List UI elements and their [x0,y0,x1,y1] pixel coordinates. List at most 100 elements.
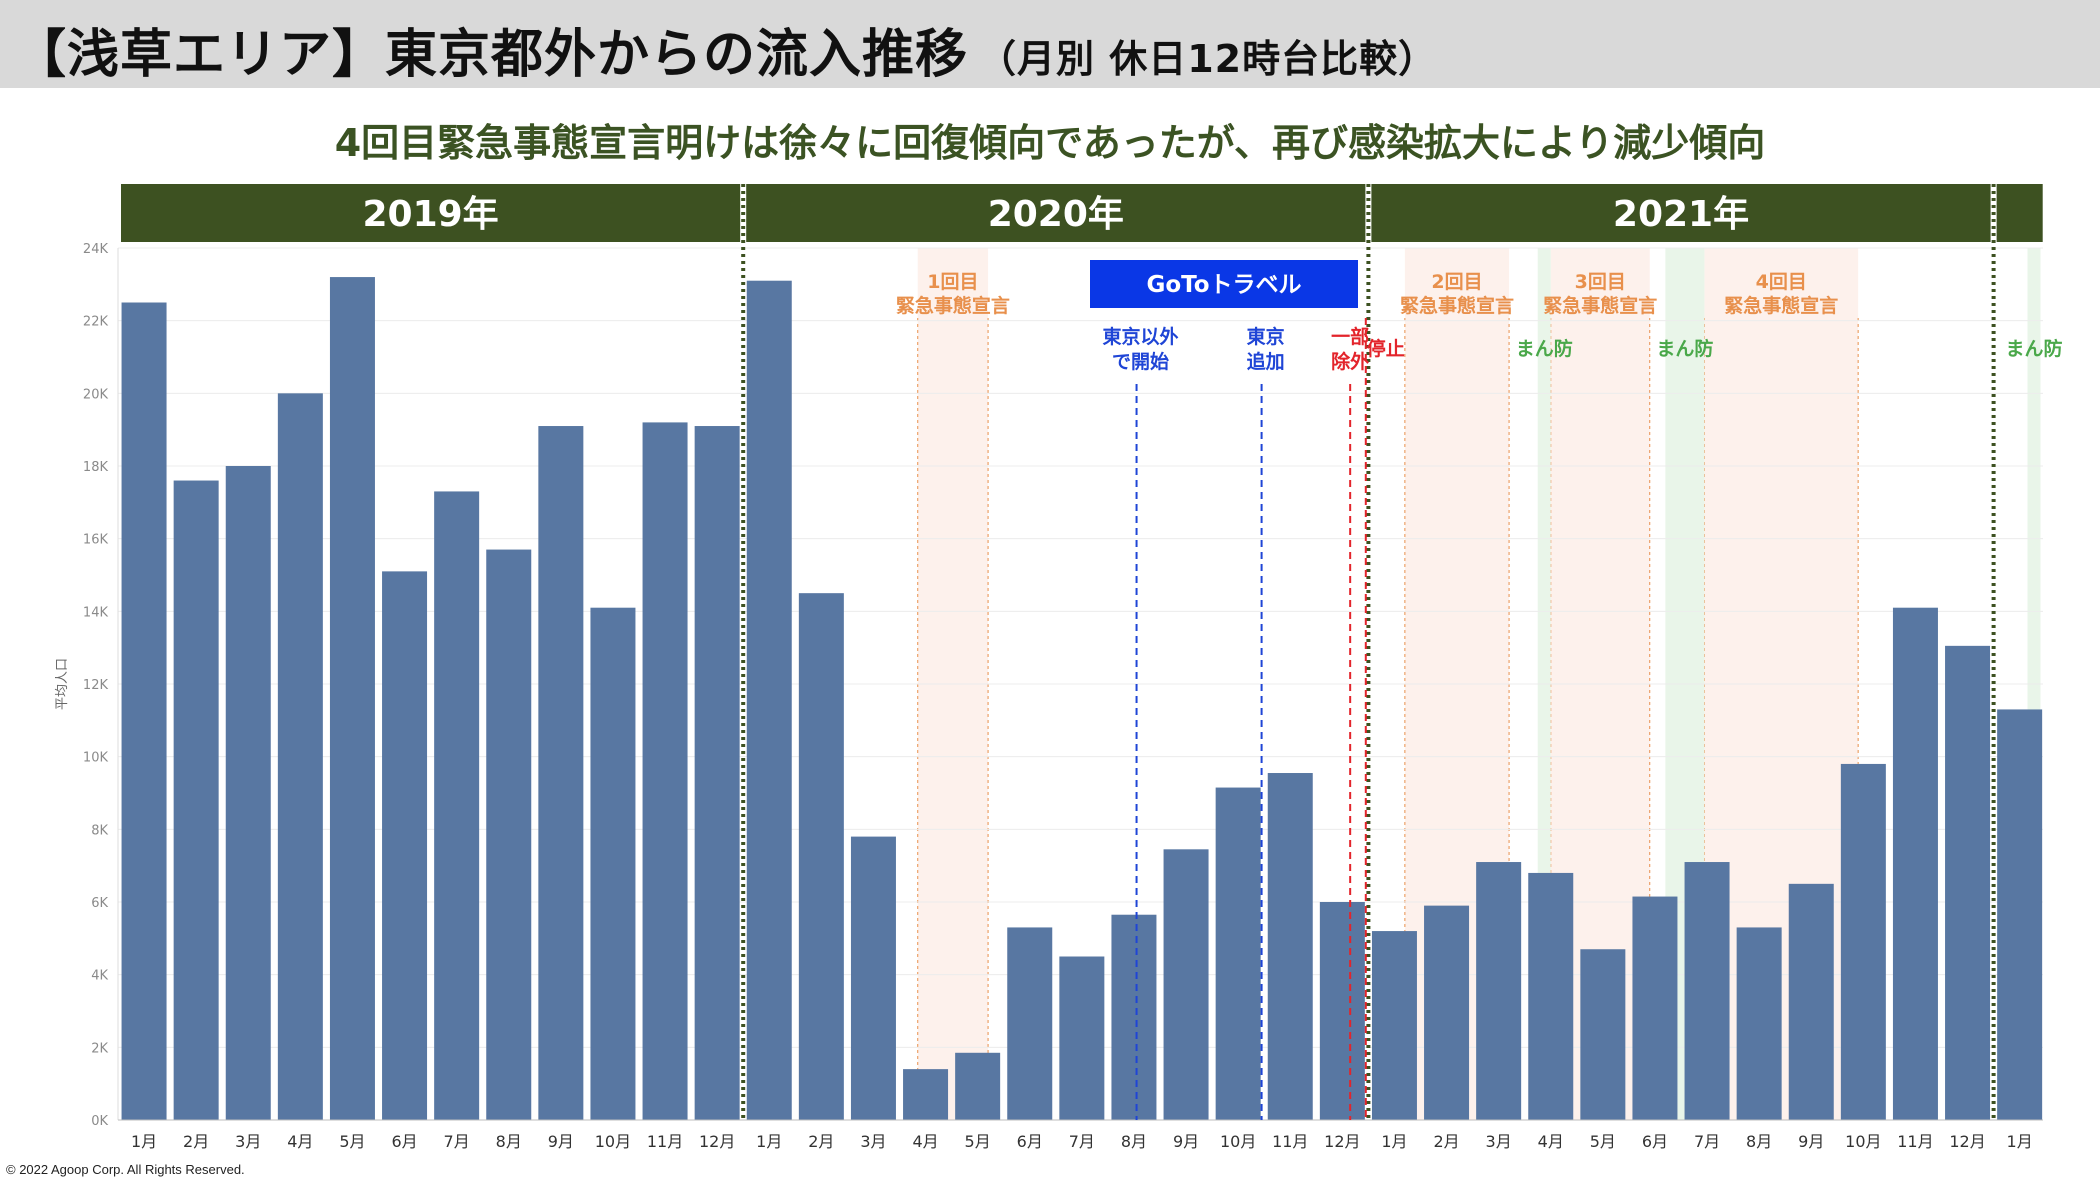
x-tick-label: 7月 [1069,1132,1095,1151]
bar [329,277,375,1121]
bar [694,426,740,1120]
bar [382,571,428,1120]
bar [277,393,323,1120]
year-band-label: 2019年 [362,194,498,235]
x-tick-label: 4月 [287,1132,313,1151]
manbou-period-label: まん防 [1656,337,1713,360]
year-band [1996,184,2043,242]
x-tick-label: 6月 [391,1132,417,1151]
bar [173,480,219,1120]
bar [121,302,167,1120]
year-band [746,184,1366,242]
x-tick-label: 3月 [235,1132,261,1151]
bar [538,426,584,1120]
x-tick-label: 5月 [339,1132,365,1151]
bar [1476,862,1522,1120]
x-tick-label: 6月 [1642,1132,1668,1151]
y-axis-title: 平均人口 [55,658,70,710]
emergency-period-label: 2回目 [1431,271,1482,293]
bar [1736,927,1782,1120]
emergency-period-label: 緊急事態宣言 [1724,294,1838,317]
x-tick-label: 10月 [595,1132,631,1151]
bar [1528,872,1574,1120]
x-tick-label: 11月 [647,1132,683,1151]
goto-event-label: 東京 [1247,325,1285,348]
y-tick-label: 6K [91,896,108,911]
year-band [1371,184,1991,242]
x-tick-label: 8月 [496,1132,522,1151]
title-bar: 【浅草エリア】東京都外からの流入推移 （月別 休日12時台比較） [0,0,2100,88]
bar [1163,849,1209,1120]
x-tick-label: 12月 [699,1132,735,1151]
chart-subtitle: 4回目緊急事態宣言明けは徐々に回復傾向であったが、再び感染拡大により減少傾向 [334,121,1766,165]
bar [1632,896,1678,1120]
x-tick-label: 2月 [1433,1132,1459,1151]
bar [434,491,480,1120]
x-tick-label: 11月 [1272,1132,1308,1151]
x-tick-label: 4月 [1538,1132,1564,1151]
bar [1684,862,1730,1120]
x-tick-label: 9月 [1798,1132,1824,1151]
manbou-period-label: まん防 [2005,337,2062,360]
bar [1892,607,1938,1120]
year-band [121,184,741,242]
x-tick-label: 1月 [1381,1132,1407,1151]
y-tick-label: 2K [91,1041,108,1056]
x-tick-label: 10月 [1220,1132,1256,1151]
emergency-period-label: 緊急事態宣言 [1400,294,1514,317]
goto-event-label: 除外 [1331,350,1369,373]
x-tick-label: 9月 [548,1132,574,1151]
emergency-period-label: 緊急事態宣言 [896,294,1010,317]
bar [955,1052,1001,1120]
bar [1945,645,1991,1120]
bar [486,549,532,1120]
bar [1788,883,1834,1120]
y-tick-label: 4K [91,969,108,984]
bar [590,607,636,1120]
manbou-period-label: まん防 [1516,337,1573,360]
bar [1580,949,1626,1120]
x-tick-label: 3月 [1486,1132,1512,1151]
bar [746,280,792,1120]
goto-event-label: 一部 [1331,325,1369,348]
emergency-period-label: 1回目 [927,271,978,293]
bar [1267,773,1313,1120]
goto-travel-label: GoToトラベル [1146,272,1301,298]
x-tick-label: 8月 [1121,1132,1147,1151]
bar [1319,902,1365,1120]
x-tick-label: 8月 [1746,1132,1772,1151]
goto-event-label: 東京以外 [1103,325,1179,348]
bar [1007,927,1053,1120]
emergency-period-label: 緊急事態宣言 [1543,294,1657,317]
y-tick-label: 0K [91,1114,108,1129]
year-band-label: 2020年 [988,194,1124,235]
x-tick-label: 3月 [860,1132,886,1151]
bar [642,422,688,1120]
page-title: 【浅草エリア】東京都外からの流入推移 （月別 休日12時台比較） [14,12,1437,87]
x-tick-label: 10月 [1845,1132,1881,1151]
emergency-period-label: 3回目 [1575,271,1626,293]
x-tick-label: 12月 [1324,1132,1360,1151]
goto-event-label: 停止 [1367,337,1405,360]
x-tick-label: 5月 [965,1132,991,1151]
bar [1111,914,1157,1120]
bar [1059,956,1105,1120]
y-tick-label: 16K [83,533,109,548]
x-tick-label: 4月 [912,1132,938,1151]
x-tick-label: 12月 [1949,1132,1985,1151]
y-tick-label: 24K [83,242,109,257]
bar [1371,931,1417,1120]
bar [903,1069,949,1120]
x-tick-label: 7月 [1694,1132,1720,1151]
y-tick-label: 14K [83,605,109,620]
x-tick-label: 2月 [808,1132,834,1151]
goto-travel-box [1090,260,1358,308]
y-tick-label: 22K [83,315,109,330]
bar [1840,763,1886,1120]
y-tick-label: 20K [83,387,109,402]
copyright-notice: © 2022 Agoop Corp. All Rights Reserved. [6,1162,245,1177]
bar [1215,787,1261,1120]
y-tick-label: 10K [83,751,109,766]
x-tick-label: 1月 [756,1132,782,1151]
